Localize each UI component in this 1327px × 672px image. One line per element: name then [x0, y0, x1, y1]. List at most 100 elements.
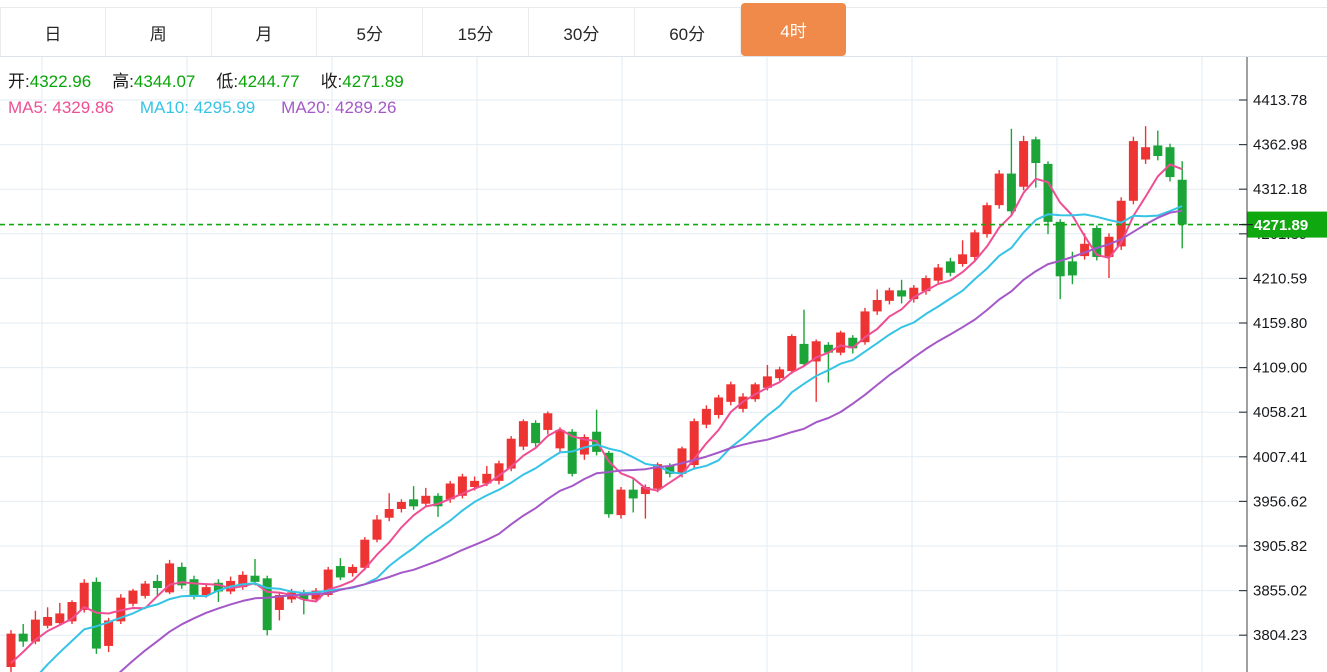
- candle[interactable]: [1128, 136, 1138, 205]
- candle[interactable]: [884, 287, 894, 305]
- candle[interactable]: [482, 465, 492, 487]
- candle[interactable]: [872, 289, 882, 315]
- candle[interactable]: [982, 202, 992, 238]
- candle[interactable]: [799, 309, 809, 366]
- candle[interactable]: [1006, 128, 1016, 215]
- candle[interactable]: [91, 577, 101, 654]
- candle[interactable]: [421, 487, 431, 508]
- tab-day[interactable]: 日: [0, 8, 106, 56]
- candle[interactable]: [823, 342, 833, 383]
- candle-body: [238, 574, 248, 588]
- candle[interactable]: [775, 366, 785, 381]
- tab-week[interactable]: 周: [106, 8, 212, 56]
- tab-4hour[interactable]: 4时: [740, 3, 847, 56]
- candle-body: [1055, 221, 1065, 277]
- candle[interactable]: [1153, 130, 1163, 161]
- candle[interactable]: [250, 559, 260, 586]
- candle-body: [457, 476, 467, 496]
- candle[interactable]: [262, 575, 272, 636]
- candle[interactable]: [140, 580, 150, 599]
- candle[interactable]: [128, 588, 138, 607]
- candle[interactable]: [933, 263, 943, 285]
- tab-15min[interactable]: 15分: [423, 8, 529, 56]
- candle-body: [689, 421, 699, 466]
- candle[interactable]: [714, 394, 724, 419]
- candle[interactable]: [323, 566, 333, 597]
- time-gridlines: [41, 57, 1203, 672]
- candle[interactable]: [531, 420, 541, 447]
- candle[interactable]: [592, 409, 602, 456]
- candle[interactable]: [726, 381, 736, 406]
- candle[interactable]: [384, 493, 394, 522]
- candle-body: [653, 464, 663, 489]
- candle[interactable]: [909, 285, 919, 303]
- candle-body: [604, 452, 614, 515]
- candle[interactable]: [970, 229, 980, 261]
- candle[interactable]: [1165, 143, 1175, 182]
- candle[interactable]: [152, 574, 162, 596]
- candle-body: [665, 465, 675, 474]
- candle[interactable]: [311, 587, 321, 603]
- candle[interactable]: [811, 339, 821, 402]
- candle[interactable]: [640, 484, 650, 519]
- candle[interactable]: [372, 515, 382, 543]
- candle[interactable]: [848, 335, 858, 354]
- candle[interactable]: [360, 537, 370, 571]
- candle[interactable]: [18, 623, 28, 647]
- tab-30min[interactable]: 30分: [529, 8, 635, 56]
- candle[interactable]: [994, 170, 1004, 209]
- candle[interactable]: [762, 364, 772, 391]
- candle[interactable]: [335, 558, 345, 581]
- candle-body: [616, 489, 626, 516]
- candle[interactable]: [897, 279, 907, 304]
- candle[interactable]: [945, 257, 955, 277]
- candle[interactable]: [628, 478, 638, 513]
- candle[interactable]: [543, 411, 553, 435]
- candle[interactable]: [787, 334, 797, 374]
- candle[interactable]: [677, 446, 687, 478]
- tab-month[interactable]: 月: [212, 8, 318, 56]
- candle[interactable]: [1043, 161, 1053, 235]
- candle[interactable]: [494, 460, 504, 485]
- candle[interactable]: [6, 630, 16, 672]
- candle-body: [1141, 147, 1151, 160]
- ohlc-value: 4271.89: [342, 72, 404, 91]
- ohlc-value: 4322.96: [29, 72, 92, 91]
- candle[interactable]: [555, 427, 565, 452]
- candle[interactable]: [165, 559, 175, 595]
- candle-body: [701, 408, 711, 425]
- candle[interactable]: [860, 307, 870, 345]
- candle-body: [555, 429, 565, 449]
- candle[interactable]: [177, 562, 187, 589]
- candle[interactable]: [1019, 135, 1029, 191]
- candle[interactable]: [750, 382, 760, 402]
- candle[interactable]: [958, 240, 968, 267]
- candle[interactable]: [67, 600, 77, 624]
- candle[interactable]: [30, 610, 40, 645]
- candle[interactable]: [1104, 233, 1114, 279]
- candle[interactable]: [836, 330, 846, 356]
- candle[interactable]: [1177, 161, 1187, 249]
- candle[interactable]: [433, 493, 443, 517]
- tab-60min[interactable]: 60分: [635, 8, 741, 56]
- candle[interactable]: [1141, 126, 1151, 164]
- candle-body: [1153, 145, 1163, 157]
- candle[interactable]: [55, 602, 65, 626]
- y-axis-label: 4312.18: [1253, 181, 1307, 198]
- candle[interactable]: [396, 499, 406, 513]
- candle[interactable]: [409, 486, 419, 510]
- candle[interactable]: [1055, 219, 1065, 300]
- ma5-line: [10, 163, 1183, 664]
- candle[interactable]: [43, 607, 53, 629]
- candle-body: [628, 489, 638, 499]
- candle[interactable]: [701, 405, 711, 429]
- current-price-tag: 4271.89: [1247, 211, 1327, 238]
- candle[interactable]: [104, 617, 114, 653]
- candle-body: [165, 563, 175, 593]
- tab-5min[interactable]: 5分: [317, 8, 424, 56]
- candle[interactable]: [518, 419, 528, 451]
- candle-body: [67, 602, 77, 622]
- candle-body: [213, 582, 223, 592]
- candle[interactable]: [616, 487, 626, 519]
- candle[interactable]: [348, 564, 358, 577]
